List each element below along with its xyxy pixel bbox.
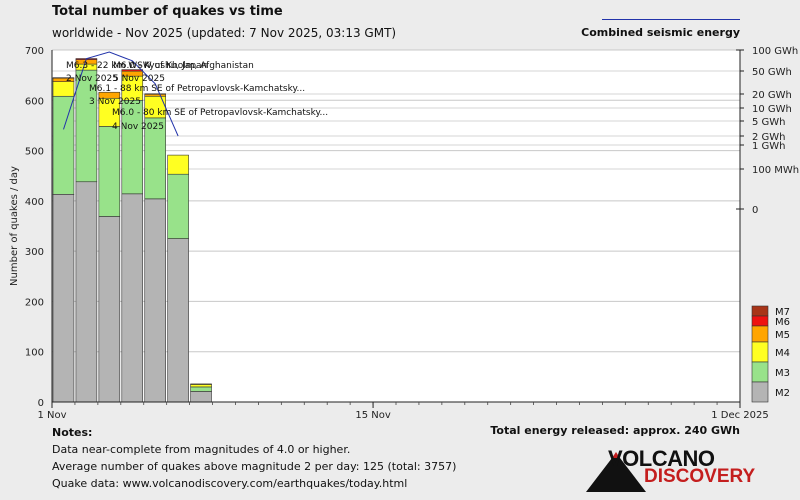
notes-line: Data near-complete from magnitudes of 4.… [52,443,351,456]
logo-text-volcano: VOLCANO [608,446,715,471]
bar-segment-m2 [121,193,144,403]
annotation-label: M6.0 - Kyushu, Japan [113,61,207,71]
annotation-date: 3 Nov 2025 [89,97,141,107]
notes: Notes: Data near-complete from magnitude… [52,424,456,492]
y-tick-label: 0 [38,398,44,409]
energy-tick-label: 100 GWh [752,46,798,57]
legend-swatch-m4 [751,341,769,363]
y-tick-label: 100 [25,348,44,359]
energy-tick-label: 0 [752,205,758,216]
logo-text-discovery: DISCOVERY [644,466,756,487]
x-tick-label: 15 Nov [355,410,391,421]
bar-segment-m3 [190,386,212,392]
notes-line: Quake data: www.volcanodiscovery.com/ear… [52,477,408,490]
energy-tick-label: 10 GWh [752,104,792,115]
chart-title: Total number of quakes vs time [52,4,283,19]
bar-segment-m2 [167,238,189,403]
energy-tick-label: 5 GWh [752,117,786,128]
bar-segment-m2 [52,194,75,403]
y-tick-label: 700 [25,46,44,57]
annotation-date: 4 Nov 2025 [112,122,164,132]
volcanodiscovery-logo[interactable]: VOLCANO DISCOVERY [586,446,756,492]
legend-swatch-m3 [751,361,769,383]
energy-legend-line [602,19,740,20]
bar-segment-m5 [190,383,212,385]
energy-tick-label: 20 GWh [752,90,792,101]
energy-tick-label: 1 GWh [752,141,786,152]
bar-segment-m2 [75,181,98,403]
legend-label: M6 [775,317,790,328]
energy-curve [63,51,179,137]
x-tick-label: 1 Dec 2025 [711,410,769,421]
volcano-logo-icon [586,452,646,492]
total-energy: Total energy released: approx. 240 GWh [490,424,740,437]
legend-label: M3 [775,368,790,379]
notes-heading: Notes: [52,426,93,439]
y-tick-label: 500 [25,147,44,158]
legend-label: M2 [775,388,790,399]
legend-swatch-m6 [751,315,769,327]
bar-segment-m3 [52,95,75,195]
chart-subtitle: worldwide - Nov 2025 (updated: 7 Nov 202… [52,26,397,40]
legend-label: M7 [775,307,790,318]
energy-tick-label: 2 GWh [752,132,786,143]
bar-segment-m5 [98,91,121,99]
legend-swatch-m5 [751,325,769,343]
bar-segment-m2 [190,391,212,403]
y-axis-label: Number of quakes / day [9,166,20,286]
bar-segment-m3 [167,173,189,239]
bar-segment-m4 [167,154,189,175]
x-tick-label: 1 Nov [37,410,66,421]
bar-segment-m4 [190,384,212,388]
annotation-date: 5 Nov 2025 [113,74,165,84]
bar-segment-m6 [144,93,166,95]
bar-segment-m3 [98,126,121,217]
legend-swatch-m7 [751,305,769,317]
legend-label: M4 [775,348,790,359]
energy-tick-label: 50 GWh [752,67,792,78]
y-tick-label: 400 [25,197,44,208]
bar-segment-m2 [98,216,121,403]
y-tick-label: 600 [25,96,44,107]
energy-tick-label: 100 MWh [752,165,799,176]
annotation-date: 2 Nov 2025 [66,74,118,84]
bar-segment-m6 [121,69,144,72]
annotation-label: M6.1 - 88 km SE of Petropavlovsk-Kamchat… [89,84,305,94]
annotation-label: M6.3 - 22 km WSW of Kholm, Afghanistan [66,61,254,71]
energy-legend-label: Combined seismic energy [581,26,740,39]
legend-label: M5 [775,330,790,341]
plot-area [52,50,740,402]
bar-segment-m6 [52,77,75,79]
y-tick-label: 200 [25,297,44,308]
bar-segment-m5 [144,93,166,97]
notes-line: Average number of quakes above magnitude… [52,460,457,473]
legend-swatch-m2 [751,381,769,403]
y-tick-label: 300 [25,247,44,258]
bar-segment-m2 [144,198,166,403]
annotation-label: M6.0 - 80 km SE of Petropavlovsk-Kamchat… [112,108,328,118]
